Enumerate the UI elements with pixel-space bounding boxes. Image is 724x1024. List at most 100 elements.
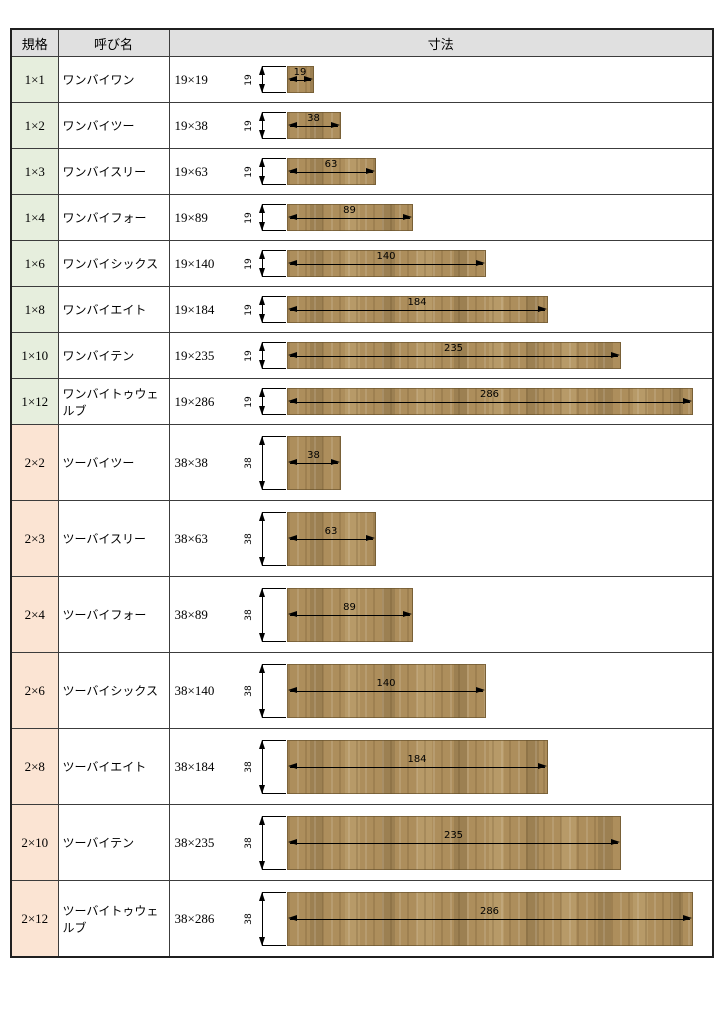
width-dimension-label: 184	[407, 296, 427, 308]
col-header-dimensions: 寸法	[168, 28, 714, 57]
width-dimension-line	[289, 918, 690, 920]
height-dimension-drawing: 38	[244, 587, 286, 642]
standard-cell: 1×2	[10, 102, 59, 149]
extension-line-top	[261, 342, 286, 343]
standard-cell: 2×3	[10, 500, 59, 577]
arrow-left-icon	[287, 168, 297, 174]
dimension-text: 19×140	[174, 255, 215, 271]
name-cell: ワンバイワン	[57, 56, 170, 103]
width-dimension-line	[289, 462, 338, 464]
standard-cell: 2×4	[10, 576, 59, 653]
dimensions-cell: 19×140 19 140	[168, 240, 714, 287]
height-dimension-drawing: 38	[243, 663, 286, 718]
extension-line-top	[261, 891, 286, 893]
arrow-left-icon	[287, 687, 297, 693]
extension-line-top	[261, 511, 286, 513]
header-row: 規格 呼び名 寸法	[10, 28, 714, 57]
arrow-up-icon	[258, 250, 265, 259]
dimension-text: 38×63	[174, 530, 208, 546]
height-dimension-label: 38	[243, 684, 254, 697]
width-dimension-label: 89	[343, 601, 356, 613]
table-row: 1×2 ワンバイツー 19×38 19 38	[10, 102, 714, 149]
dimension-cell-content: 38×63 38 63	[170, 501, 713, 576]
height-dimension-line	[261, 296, 263, 323]
height-dimension-line	[261, 511, 263, 566]
dimension-cell-content: 19×38 19 38	[170, 103, 713, 148]
arrow-left-icon	[287, 459, 297, 465]
height-dimension-drawing: 19	[244, 342, 286, 369]
lumber-board-illustration: 235	[286, 342, 621, 369]
extension-line-top	[261, 66, 286, 67]
height-dimension-label: 19	[243, 165, 254, 178]
table-row: 1×12 ワンバイトゥウェルブ 19×286 19 286	[10, 378, 714, 425]
dimension-text: 19×19	[174, 71, 208, 87]
dimension-cell-content: 38×89 38 89	[170, 577, 713, 652]
extension-line-top	[261, 112, 286, 113]
dimension-text: 19×286	[174, 393, 215, 409]
dimension-cell-content: 38×184 38 184	[170, 729, 713, 804]
height-dimension-label: 19	[243, 211, 254, 224]
arrow-up-icon	[258, 587, 265, 597]
height-dimension-drawing: 19	[244, 388, 286, 415]
arrow-right-icon	[610, 352, 620, 358]
width-dimension-label: 63	[324, 158, 338, 170]
name-cell: ワンバイツー	[57, 102, 170, 149]
height-dimension-drawing: 19	[244, 66, 286, 93]
table-row: 1×6 ワンバイシックス 19×140 19 140	[10, 240, 714, 287]
height-dimension-drawing: 19	[244, 296, 286, 323]
arrow-down-icon	[258, 784, 265, 794]
arrow-left-icon	[287, 122, 297, 128]
height-dimension-line	[261, 739, 263, 794]
arrow-left-icon	[287, 306, 297, 312]
extension-line-top	[261, 435, 286, 437]
lumber-board-illustration: 63	[286, 511, 376, 566]
height-dimension-label: 38	[243, 912, 254, 925]
dimensions-cell: 19×184 19 184	[168, 286, 714, 333]
table-row: 2×10 ツーバイテン 38×235 38 235	[10, 804, 714, 881]
arrow-up-icon	[258, 158, 265, 167]
standard-cell: 1×8	[10, 286, 59, 333]
dimensions-cell: 19×38 19 38	[168, 102, 714, 149]
width-dimension-label: 140	[376, 677, 396, 689]
height-dimension-label: 38	[243, 532, 254, 545]
arrow-left-icon	[287, 352, 297, 358]
height-dimension-label: 38	[243, 760, 254, 773]
arrow-right-icon	[682, 398, 692, 404]
dimension-text: 19×235	[174, 347, 215, 363]
name-cell: ツーバイシックス	[57, 652, 170, 729]
width-dimension-line	[289, 401, 690, 403]
height-dimension-drawing: 19	[243, 158, 286, 185]
name-cell: ツーバイトゥウェルブ	[57, 880, 170, 958]
arrow-up-icon	[258, 435, 265, 445]
table-row: 2×8 ツーバイエイト 38×184 38 184	[10, 728, 714, 805]
height-dimension-line	[261, 342, 263, 369]
width-dimension-line	[289, 79, 311, 81]
extension-line-bottom	[261, 488, 286, 490]
dimensions-cell: 19×235 19 235	[168, 332, 714, 379]
arrow-up-icon	[258, 112, 265, 121]
extension-line-bottom	[261, 944, 286, 946]
height-dimension-line	[261, 158, 263, 185]
arrow-up-icon	[258, 891, 265, 901]
extension-line-bottom	[261, 792, 286, 794]
arrow-left-icon	[287, 611, 297, 617]
width-dimension-line	[289, 766, 545, 768]
arrow-up-icon	[258, 663, 265, 673]
width-dimension-line	[289, 690, 483, 692]
standard-cell: 2×8	[10, 728, 59, 805]
name-cell: ツーバイエイト	[57, 728, 170, 805]
dimension-cell-content: 19×286 19 286	[170, 379, 713, 424]
standard-cell: 1×1	[10, 56, 59, 103]
arrow-up-icon	[258, 66, 265, 75]
arrow-right-icon	[537, 306, 547, 312]
height-dimension-line	[261, 66, 263, 93]
dimension-cell-content: 19×89 19 89	[170, 195, 713, 240]
extension-line-bottom	[261, 640, 286, 642]
standard-cell: 2×6	[10, 652, 59, 729]
extension-line-bottom	[261, 868, 286, 870]
dimensions-cell: 38×235 38 235	[168, 804, 714, 881]
dimensions-cell: 19×286 19 286	[168, 378, 714, 425]
dimension-cell-content: 19×184 19 184	[170, 287, 713, 332]
width-dimension-label: 184	[407, 753, 427, 765]
